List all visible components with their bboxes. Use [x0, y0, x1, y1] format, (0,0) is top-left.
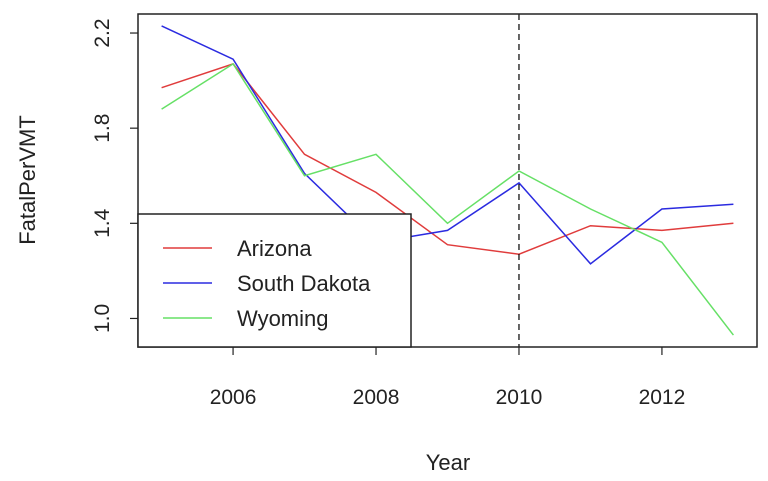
plot-frame	[137, 13, 758, 348]
y-tick-label: 1.4	[91, 208, 114, 238]
legend: Arizona South Dakota Wyoming	[137, 213, 412, 348]
x-tick-label: 2010	[496, 386, 543, 409]
y-tick-label: 1.0	[91, 304, 114, 333]
legend-label: Arizona	[237, 236, 312, 261]
series-layer	[161, 25, 734, 336]
x-tick-label: 2006	[210, 386, 257, 409]
y-tick-label: 2.2	[91, 18, 114, 47]
legend-box	[137, 213, 412, 348]
legend-label: Wyoming	[237, 306, 329, 331]
series-line-arizona	[161, 63, 734, 255]
x-axis: 2006 2008 2010 2012	[210, 347, 686, 409]
series-line-wyoming	[161, 62, 734, 336]
x-axis-label: Year	[426, 450, 470, 475]
y-tick-label: 1.8	[91, 114, 114, 143]
x-tick-label: 2012	[639, 386, 686, 409]
y-axis-label: FatalPerVMT	[15, 115, 40, 245]
series-line-south-dakota	[161, 25, 734, 265]
x-tick-label: 2008	[353, 386, 400, 409]
y-axis: 1.0 1.4 1.8 2.2	[91, 18, 138, 333]
legend-label: South Dakota	[237, 271, 371, 296]
